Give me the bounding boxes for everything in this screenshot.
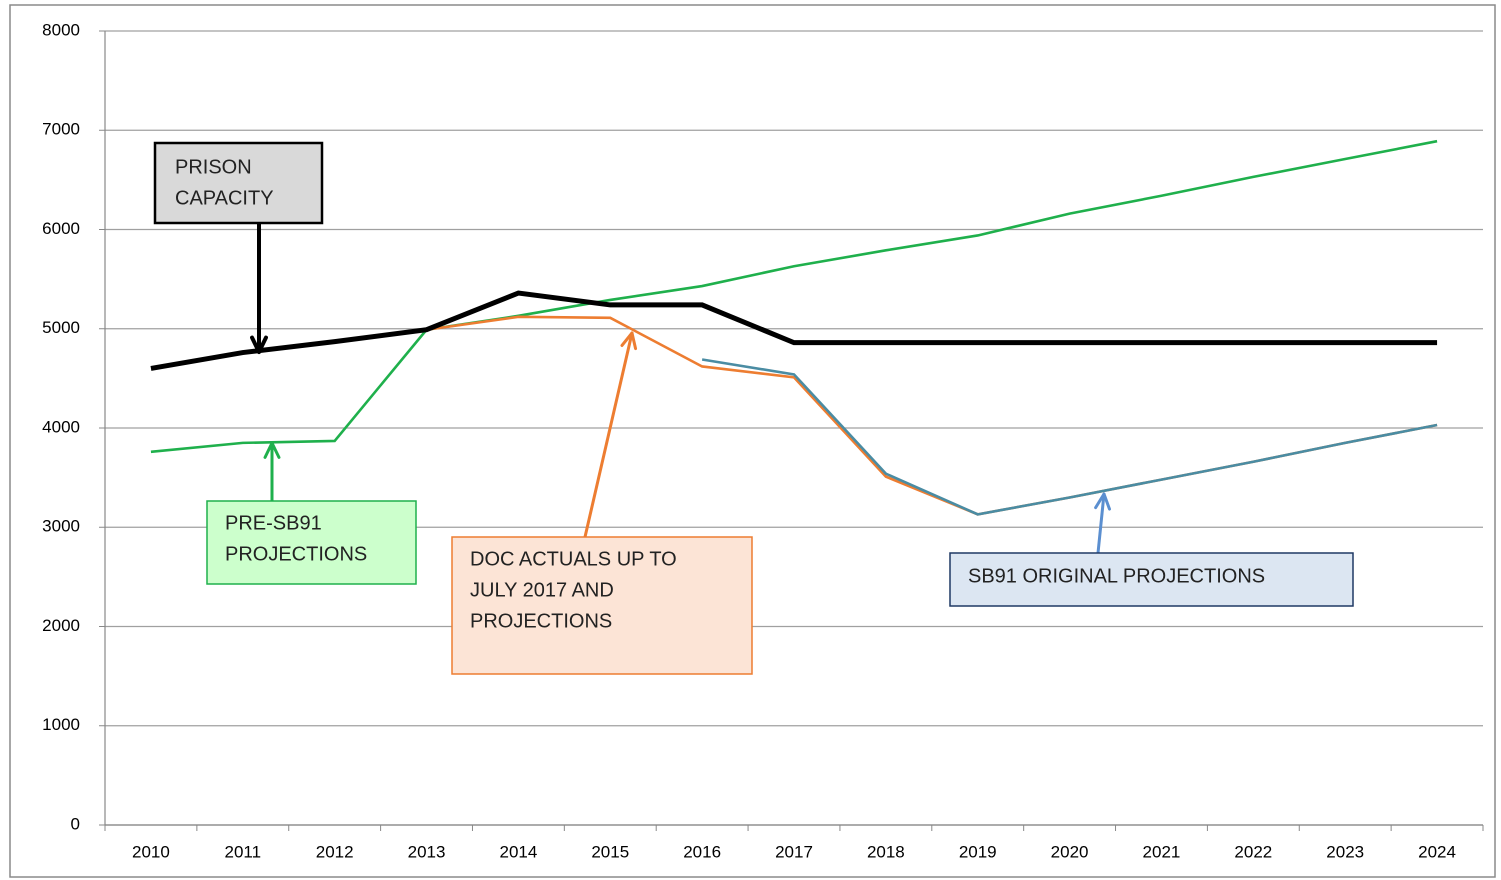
series-line [150, 139, 1438, 454]
annotation-box [206, 500, 417, 585]
y-tick-label: 0 [71, 814, 80, 833]
x-tick-label: 2013 [408, 842, 446, 861]
arrow-head [620, 331, 634, 347]
annotation-text: CAPACITY [175, 187, 274, 209]
annotation-arrow [1096, 493, 1106, 554]
y-tick-label: 2000 [42, 616, 80, 635]
x-tick-label: 2011 [225, 842, 262, 861]
annotation-text: PROJECTIONS [470, 610, 612, 632]
x-tick-label: 2018 [867, 842, 905, 861]
y-tick-label: 7000 [42, 120, 80, 139]
x-tick-label: 2014 [499, 842, 537, 861]
annotation-box [153, 141, 324, 225]
x-tick-label: 2010 [132, 842, 170, 861]
annotation-box [949, 552, 1354, 607]
x-tick-label: 2021 [1143, 842, 1181, 861]
series-line [701, 358, 1438, 516]
arrow-head [630, 331, 638, 351]
x-tick-label: 2022 [1234, 842, 1272, 861]
series-line [150, 290, 1438, 371]
chart-frame [9, 4, 1496, 878]
annotation-text: PRISON [175, 156, 252, 178]
annotation-arrow [583, 332, 634, 538]
y-tick-label: 1000 [42, 715, 80, 734]
annotation-text: PROJECTIONS [225, 543, 367, 565]
arrow-head [250, 335, 261, 354]
x-tick-label: 2024 [1418, 842, 1456, 861]
y-tick-label: 8000 [42, 20, 80, 39]
x-tick-label: 2015 [591, 842, 629, 861]
y-tick-label: 5000 [42, 318, 80, 337]
annotation-text: PRE-SB91 [225, 512, 322, 534]
annotation-text: SB91 ORIGINAL PROJECTIONS [968, 565, 1265, 587]
annotation-box [451, 536, 753, 675]
y-tick-label: 6000 [42, 219, 80, 238]
x-tick-label: 2017 [775, 842, 813, 861]
x-tick-label: 2020 [1051, 842, 1089, 861]
x-tick-label: 2019 [959, 842, 997, 861]
annotation-text: DOC ACTUALS UP TO [470, 548, 677, 570]
annotation-text: JULY 2017 AND [470, 579, 614, 601]
x-tick-label: 2023 [1326, 842, 1364, 861]
arrow-head [257, 335, 268, 354]
y-tick-label: 3000 [42, 517, 80, 536]
x-tick-label: 2012 [316, 842, 354, 861]
x-tick-label: 2016 [683, 842, 721, 861]
arrow-head [270, 441, 281, 459]
arrow-head [263, 441, 274, 459]
arrow-head [1094, 492, 1106, 510]
y-tick-label: 4000 [42, 417, 80, 436]
arrow-head [1102, 492, 1111, 511]
